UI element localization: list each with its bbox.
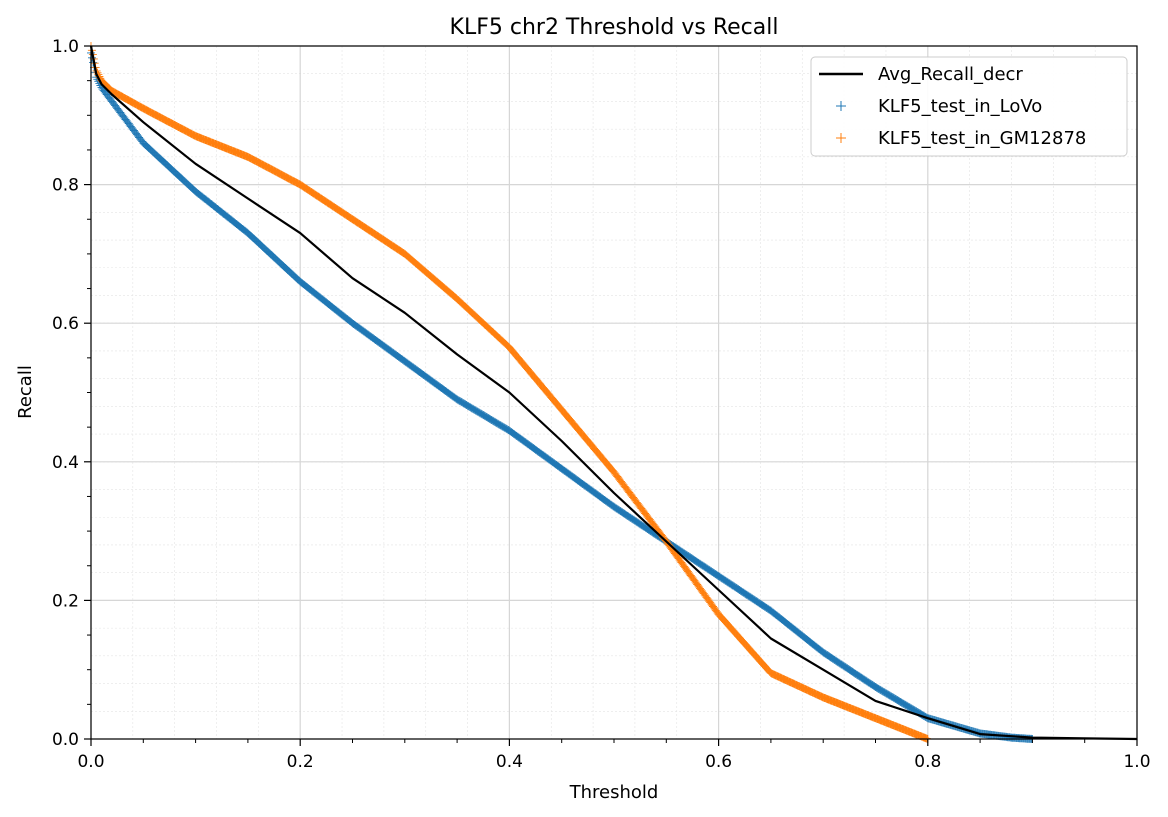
chart-title: KLF5 chr2 Threshold vs Recall xyxy=(450,15,779,40)
x-tick-label: 0.2 xyxy=(287,752,314,772)
y-tick-label: 0.8 xyxy=(52,176,79,196)
x-tick-label: 1.0 xyxy=(1123,752,1150,772)
series-line-Avg_Recall_decr xyxy=(89,45,1138,741)
ticks: 0.0 0.2 0.4 0.6 0.8 1.0 0.0 0.2 0.4 0.6 0.8 1.0 xyxy=(52,37,1151,772)
y-tick-label: 0.0 xyxy=(52,730,79,750)
legend-label-lovo: KLF5_test_in_LoVo xyxy=(878,96,1042,117)
x-tick-label: 0.8 xyxy=(914,752,941,772)
y-tick-label: 1.0 xyxy=(52,37,79,57)
legend: Avg_Recall_decr KLF5_test_in_LoVo KLF5_t… xyxy=(810,56,1128,157)
x-tick-label: 0.4 xyxy=(496,752,523,772)
legend-swatch-lovo xyxy=(836,101,846,111)
legend-label-avg-recall: Avg_Recall_decr xyxy=(878,64,1023,85)
legend-box xyxy=(810,56,1128,157)
y-tick-label: 0.4 xyxy=(52,453,79,473)
x-tick-label: 0.0 xyxy=(77,752,104,772)
y-tick-label: 0.6 xyxy=(52,314,79,334)
legend-label-gm12878: KLF5_test_in_GM12878 xyxy=(878,128,1086,149)
series-layer xyxy=(87,42,1138,743)
y-axis-label: Recall xyxy=(15,365,36,419)
y-tick-label: 0.2 xyxy=(52,591,79,611)
x-tick-label: 0.6 xyxy=(705,752,732,772)
legend-swatch-gm12878 xyxy=(836,133,846,143)
x-axis-label: Threshold xyxy=(569,782,659,803)
